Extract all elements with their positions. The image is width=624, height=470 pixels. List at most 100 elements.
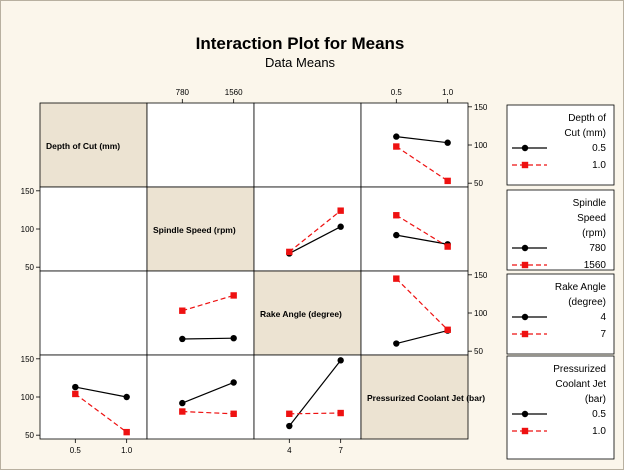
- chart-title: Interaction Plot for Means: [196, 34, 405, 53]
- x-tick-label-3-1: 1.0: [442, 88, 454, 97]
- diagonal-label-1: Spindle Speed (rpm): [153, 225, 236, 235]
- y-tick-label-0-0: 50: [474, 179, 483, 188]
- panel-1-0: [39, 186, 148, 272]
- legend-level-label-1-1: 1560: [584, 260, 607, 271]
- data-point-panel-2-s1-0: [393, 212, 400, 219]
- panel-0-3: [360, 102, 469, 188]
- y-tick-label-0-1: 100: [474, 141, 488, 150]
- data-point-panel-1-s1-0: [286, 248, 293, 256]
- data-point-panel-3-s1-1: [230, 292, 237, 299]
- y-tick-label-3-2: 150: [21, 355, 35, 364]
- data-point-panel-1-s0-1: [337, 223, 344, 230]
- data-point-panel-3-s0-1: [230, 335, 237, 342]
- panel-3-0: [39, 354, 148, 440]
- legend-swatch-marker-3-0: [521, 410, 529, 418]
- legend-level-label-3-0: 0.5: [592, 409, 606, 420]
- x-tick-label-3-0: 0.5: [391, 88, 403, 97]
- data-point-panel-7-s1-0: [286, 410, 293, 417]
- series-line-panel-4-s1: [395, 278, 449, 331]
- panel-0-1: [146, 102, 255, 188]
- series-line-panel-7-s1: [289, 412, 341, 415]
- y-tick-label-2-0: 50: [474, 347, 483, 356]
- y-tick-label-3-1: 100: [21, 393, 35, 402]
- legend-box-1: [506, 189, 615, 271]
- series-line-panel-4-s0: [396, 329, 448, 345]
- series-line-panel-6-s1: [182, 410, 234, 415]
- data-point-panel-6-s0-1: [230, 379, 237, 386]
- data-point-panel-0-s0-1: [444, 139, 451, 146]
- panel-3-3: [360, 354, 469, 440]
- data-point-panel-4-s1-1: [444, 326, 451, 333]
- series-line-panel-5-s0: [75, 386, 127, 398]
- panel-2-0: [39, 270, 148, 356]
- legend-title-line-0-1: Cut (mm): [564, 128, 606, 139]
- data-point-panel-4-s0-0: [393, 340, 400, 347]
- y-tick-label-1-1: 100: [21, 225, 35, 234]
- series-line-panel-0-s1: [395, 146, 449, 182]
- y-tick-label-2-1: 100: [474, 309, 488, 318]
- legend-level-label-2-0: 4: [600, 312, 606, 323]
- data-point-panel-3-s0-0: [179, 335, 186, 343]
- diagonal-label-0: Depth of Cut (mm): [46, 141, 120, 151]
- legend-swatch-marker-2-0: [521, 313, 529, 321]
- data-point-panel-2-s1-1: [444, 243, 451, 250]
- legend-title-line-2-1: (degree): [568, 297, 606, 308]
- legend-title-line-1-1: Speed: [577, 213, 606, 224]
- diagonal-label-2: Rake Angle (degree): [260, 309, 342, 319]
- x-tick-label-0-0: 0.5: [70, 446, 82, 455]
- legend-swatch-marker-3-1: [521, 427, 529, 435]
- series-line-panel-3-s1: [182, 294, 234, 312]
- series-line-panel-3-s0: [182, 337, 234, 340]
- panel-3-1: [146, 354, 255, 440]
- data-point-panel-3-s1-0: [179, 307, 186, 314]
- legend-box-3: [506, 355, 615, 460]
- legend-title-line-1-0: Spindle: [573, 198, 607, 209]
- panel-3-2: [253, 354, 362, 440]
- legend-swatch-marker-0-0: [521, 144, 529, 152]
- panel-1-1: [146, 186, 255, 272]
- series-line-panel-2-s0: [396, 234, 448, 245]
- legend-title-line-3-1: Coolant Jet: [555, 379, 606, 390]
- y-tick-label-3-0: 50: [25, 431, 34, 440]
- legend-swatch-marker-1-1: [521, 261, 529, 269]
- legend-area: Depth of Cut (mm) 0.5 1.0 Spindle Speed (rpm) 7…: [506, 104, 615, 460]
- y-tick-label-1-2: 150: [21, 187, 35, 196]
- legend-swatch-marker-2-1: [521, 330, 529, 338]
- y-tick-label-2-2: 150: [474, 271, 488, 280]
- y-tick-label-1-0: 50: [25, 263, 34, 272]
- panel-2-3: [360, 270, 469, 356]
- data-point-panel-0-s0-0: [393, 133, 400, 140]
- legend-swatch-marker-1-0: [521, 244, 529, 252]
- data-point-panel-1-s1-1: [337, 207, 344, 214]
- panel-2-1: [146, 270, 255, 356]
- series-line-panel-7-s0: [288, 359, 342, 427]
- panel-1-3: [360, 186, 469, 272]
- data-point-panel-4-s1-0: [393, 275, 400, 282]
- legend-level-label-3-1: 1.0: [592, 426, 606, 437]
- legend-title-line-2-0: Rake Angle: [555, 282, 607, 293]
- series-line-panel-1-s1: [288, 210, 342, 253]
- data-point-panel-7-s1-1: [337, 409, 344, 417]
- data-point-panel-0-s1-0: [393, 143, 400, 150]
- legend-level-label-0-1: 1.0: [592, 160, 606, 171]
- legend-swatch-marker-0-1: [521, 161, 529, 169]
- x-tick-label-2-0: 4: [287, 446, 292, 455]
- data-point-panel-5-s1-0: [72, 390, 79, 398]
- panel-0-0: [39, 102, 148, 188]
- data-point-panel-0-s1-1: [444, 177, 451, 185]
- y-tick-label-0-2: 150: [474, 103, 488, 112]
- legend-level-label-0-0: 0.5: [592, 143, 606, 154]
- data-point-panel-6-s0-0: [179, 399, 186, 407]
- diagonal-label-3: Pressurized Coolant Jet (bar): [367, 393, 485, 403]
- series-line-panel-5-s1: [74, 393, 128, 433]
- data-point-panel-5-s0-0: [72, 383, 79, 391]
- data-point-panel-6-s1-0: [179, 408, 186, 415]
- chart-subtitle: Data Means: [265, 55, 336, 70]
- series-line-panel-0-s0: [396, 136, 448, 144]
- legend-level-label-2-1: 7: [600, 329, 606, 340]
- data-point-panel-5-s1-1: [123, 428, 130, 436]
- series-line-panel-2-s1: [395, 214, 448, 248]
- data-point-panel-5-s0-1: [123, 393, 130, 401]
- series-line-panel-1-s0: [289, 226, 341, 254]
